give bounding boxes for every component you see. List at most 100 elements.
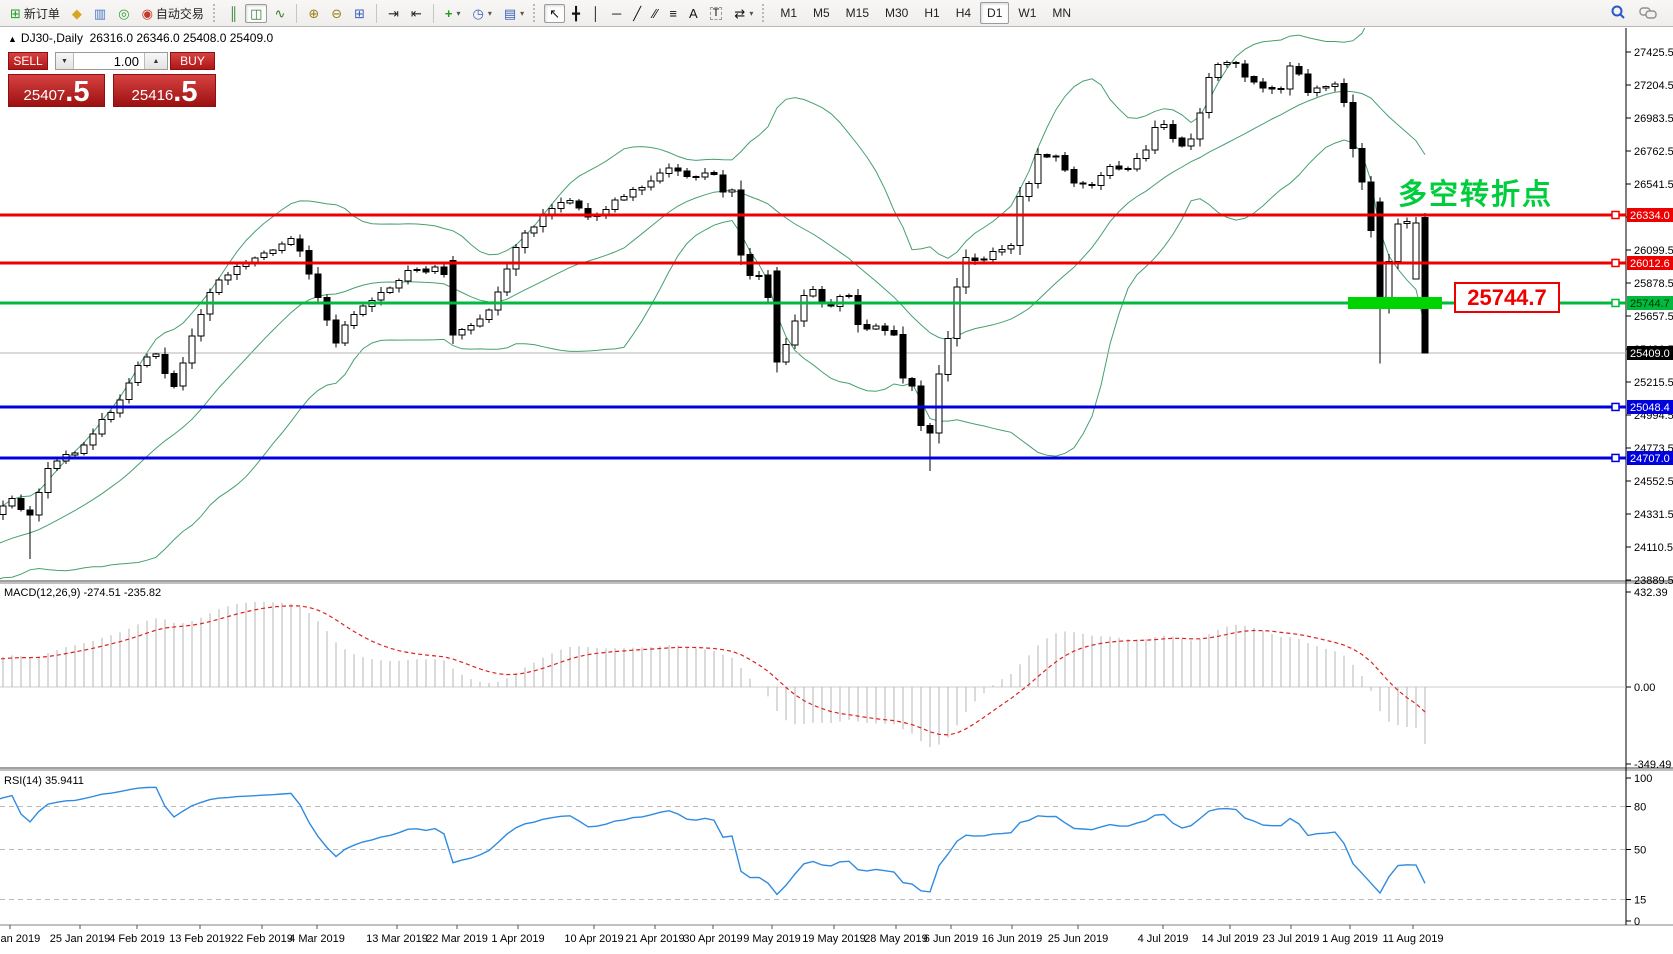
chart-shift-button[interactable]: ⇤ [406, 4, 427, 23]
candle-bear [1241, 63, 1249, 78]
fibonacci-button[interactable]: ≡ [664, 4, 682, 23]
zoom-out-button[interactable]: ⊖ [326, 4, 347, 23]
buy-button[interactable]: BUY [170, 52, 215, 70]
new-order-button[interactable]: ⊞ 新订单 [5, 2, 65, 25]
chart-ohlc-readout: 26316.0 26346.0 25408.0 25409.0 [89, 31, 274, 45]
date-label: 14 Jul 2019 [1202, 933, 1259, 945]
hline-handle[interactable] [1611, 298, 1620, 308]
periods-button[interactable]: ◷ ▾ [467, 4, 496, 23]
tf-m15-button[interactable]: M15 [839, 2, 876, 24]
candle-bear [710, 172, 718, 176]
buy-price-display[interactable]: 25416.5 [113, 74, 216, 107]
candle-bear [575, 200, 583, 209]
volume-spinner: ▼ 1.00 ▲ [55, 52, 168, 70]
rsi-tick-label: 80 [1634, 802, 1646, 814]
price-tick-label: 24552.5 [1634, 476, 1673, 488]
candle-bull [1052, 155, 1060, 158]
sell-button[interactable]: SELL [8, 52, 48, 70]
candle-bear [737, 189, 745, 256]
templates-button[interactable]: ▤ ▾ [499, 4, 529, 23]
caret-up-icon: ▲ [152, 57, 160, 65]
text-label-icon: T [709, 6, 723, 20]
zoom-in-button[interactable]: ⊕ [303, 4, 324, 23]
candle-bull [755, 274, 763, 277]
volume-input[interactable]: 1.00 [113, 54, 139, 69]
candle-bear [764, 274, 772, 298]
tf-h1-button[interactable]: H1 [917, 2, 946, 24]
price-tick-label: 26983.5 [1634, 113, 1673, 125]
candle-bull [224, 274, 232, 281]
hline-handle[interactable] [1611, 453, 1620, 463]
candle-bull [1403, 221, 1411, 225]
auto-trading-button[interactable]: ◉ 自动交易 [137, 2, 209, 25]
tile-windows-button[interactable]: ⊞ [349, 4, 370, 23]
sell-price-display[interactable]: 25407.5 [8, 74, 105, 107]
crosshair-button[interactable]: ╋ [567, 4, 585, 23]
bar-chart-button[interactable]: ║ [224, 4, 243, 23]
line-chart-button[interactable]: ∿ [269, 4, 290, 23]
candle-bull [944, 338, 952, 375]
candle-bull [1097, 174, 1105, 186]
candles-icon: ◫ [250, 5, 263, 21]
tf-w1-button[interactable]: W1 [1011, 2, 1043, 24]
trendline-button[interactable]: ╱ [628, 4, 646, 23]
price-tick-label: 27425.5 [1634, 47, 1673, 59]
signals-button[interactable]: ◎ [113, 4, 134, 23]
market-watch-button[interactable]: ▥ [89, 4, 111, 23]
candle-bear [449, 259, 457, 336]
candle-bear [881, 325, 889, 332]
price-badge-label: 24707.0 [1630, 453, 1670, 465]
channel-button[interactable]: ∕∕ [648, 4, 662, 23]
hline-handle[interactable] [1611, 402, 1620, 412]
tf-h4-button[interactable]: H4 [949, 2, 978, 24]
toolbar-separator [296, 3, 298, 23]
tf-h4-button-label: H4 [955, 6, 972, 20]
date-label: 11 Aug 2019 [1383, 933, 1444, 945]
indicators-button[interactable]: + ▾ [440, 4, 466, 23]
candle-bull [0, 505, 7, 515]
vertical-line-button[interactable]: │ [587, 4, 605, 23]
candle-bull [89, 433, 97, 446]
bars-icon: ║ [228, 5, 239, 21]
label-button[interactable]: T [705, 4, 728, 23]
hline-handle[interactable] [1611, 258, 1620, 268]
chat-icon[interactable] [1639, 4, 1657, 22]
cursor-button[interactable]: ↖ [544, 3, 566, 23]
tf-m30-button[interactable]: M30 [878, 2, 915, 24]
price-tick-label: 25878.5 [1634, 278, 1673, 290]
tf-d1-button[interactable]: D1 [980, 2, 1010, 24]
symbol-marker-icon: ▲ [8, 34, 17, 44]
horizontal-line-button[interactable]: ─ [607, 4, 626, 23]
tf-m5-button[interactable]: M5 [806, 2, 837, 24]
candle-bull [1142, 149, 1150, 159]
auto-scroll-button[interactable]: ⇥ [383, 4, 404, 23]
text-button[interactable]: A [684, 4, 703, 23]
tf-mn-button[interactable]: MN [1045, 2, 1078, 24]
candle-bear [1304, 73, 1312, 94]
hline-handle[interactable] [1611, 210, 1620, 220]
turning-point-annotation[interactable]: 多空转折点 [1398, 177, 1553, 211]
price-callout-box[interactable] [1454, 282, 1560, 313]
candle-bear [422, 268, 430, 273]
candle-bull [638, 187, 646, 191]
volume-decrease-button[interactable]: ▼ [56, 53, 74, 69]
candle-bull [1016, 195, 1024, 247]
price-badge [1627, 255, 1673, 270]
new-chart-button[interactable]: ◆ [67, 4, 87, 23]
tf-m5-button-label: M5 [813, 6, 830, 20]
candlestick-button[interactable]: ◫ [245, 3, 268, 23]
tf-m1-button[interactable]: M1 [773, 2, 804, 24]
signal-icon: ◎ [118, 5, 130, 21]
volume-increase-button[interactable]: ▲ [144, 53, 167, 69]
arrows-button[interactable]: ⇄ ▾ [729, 4, 758, 23]
toolbar-separator [376, 3, 378, 23]
chart-shift-icon: ⇤ [410, 5, 422, 21]
candle-bull [539, 214, 547, 228]
price-chart-area[interactable]: 27425.527204.526983.526762.526541.526320… [0, 28, 1673, 949]
candle-bear [1115, 165, 1123, 170]
search-icon[interactable] [1609, 4, 1627, 22]
candles [0, 59, 1429, 559]
highlight-rect[interactable] [1348, 297, 1442, 309]
candle-bull [179, 362, 187, 387]
toolbar-separator [432, 3, 434, 23]
